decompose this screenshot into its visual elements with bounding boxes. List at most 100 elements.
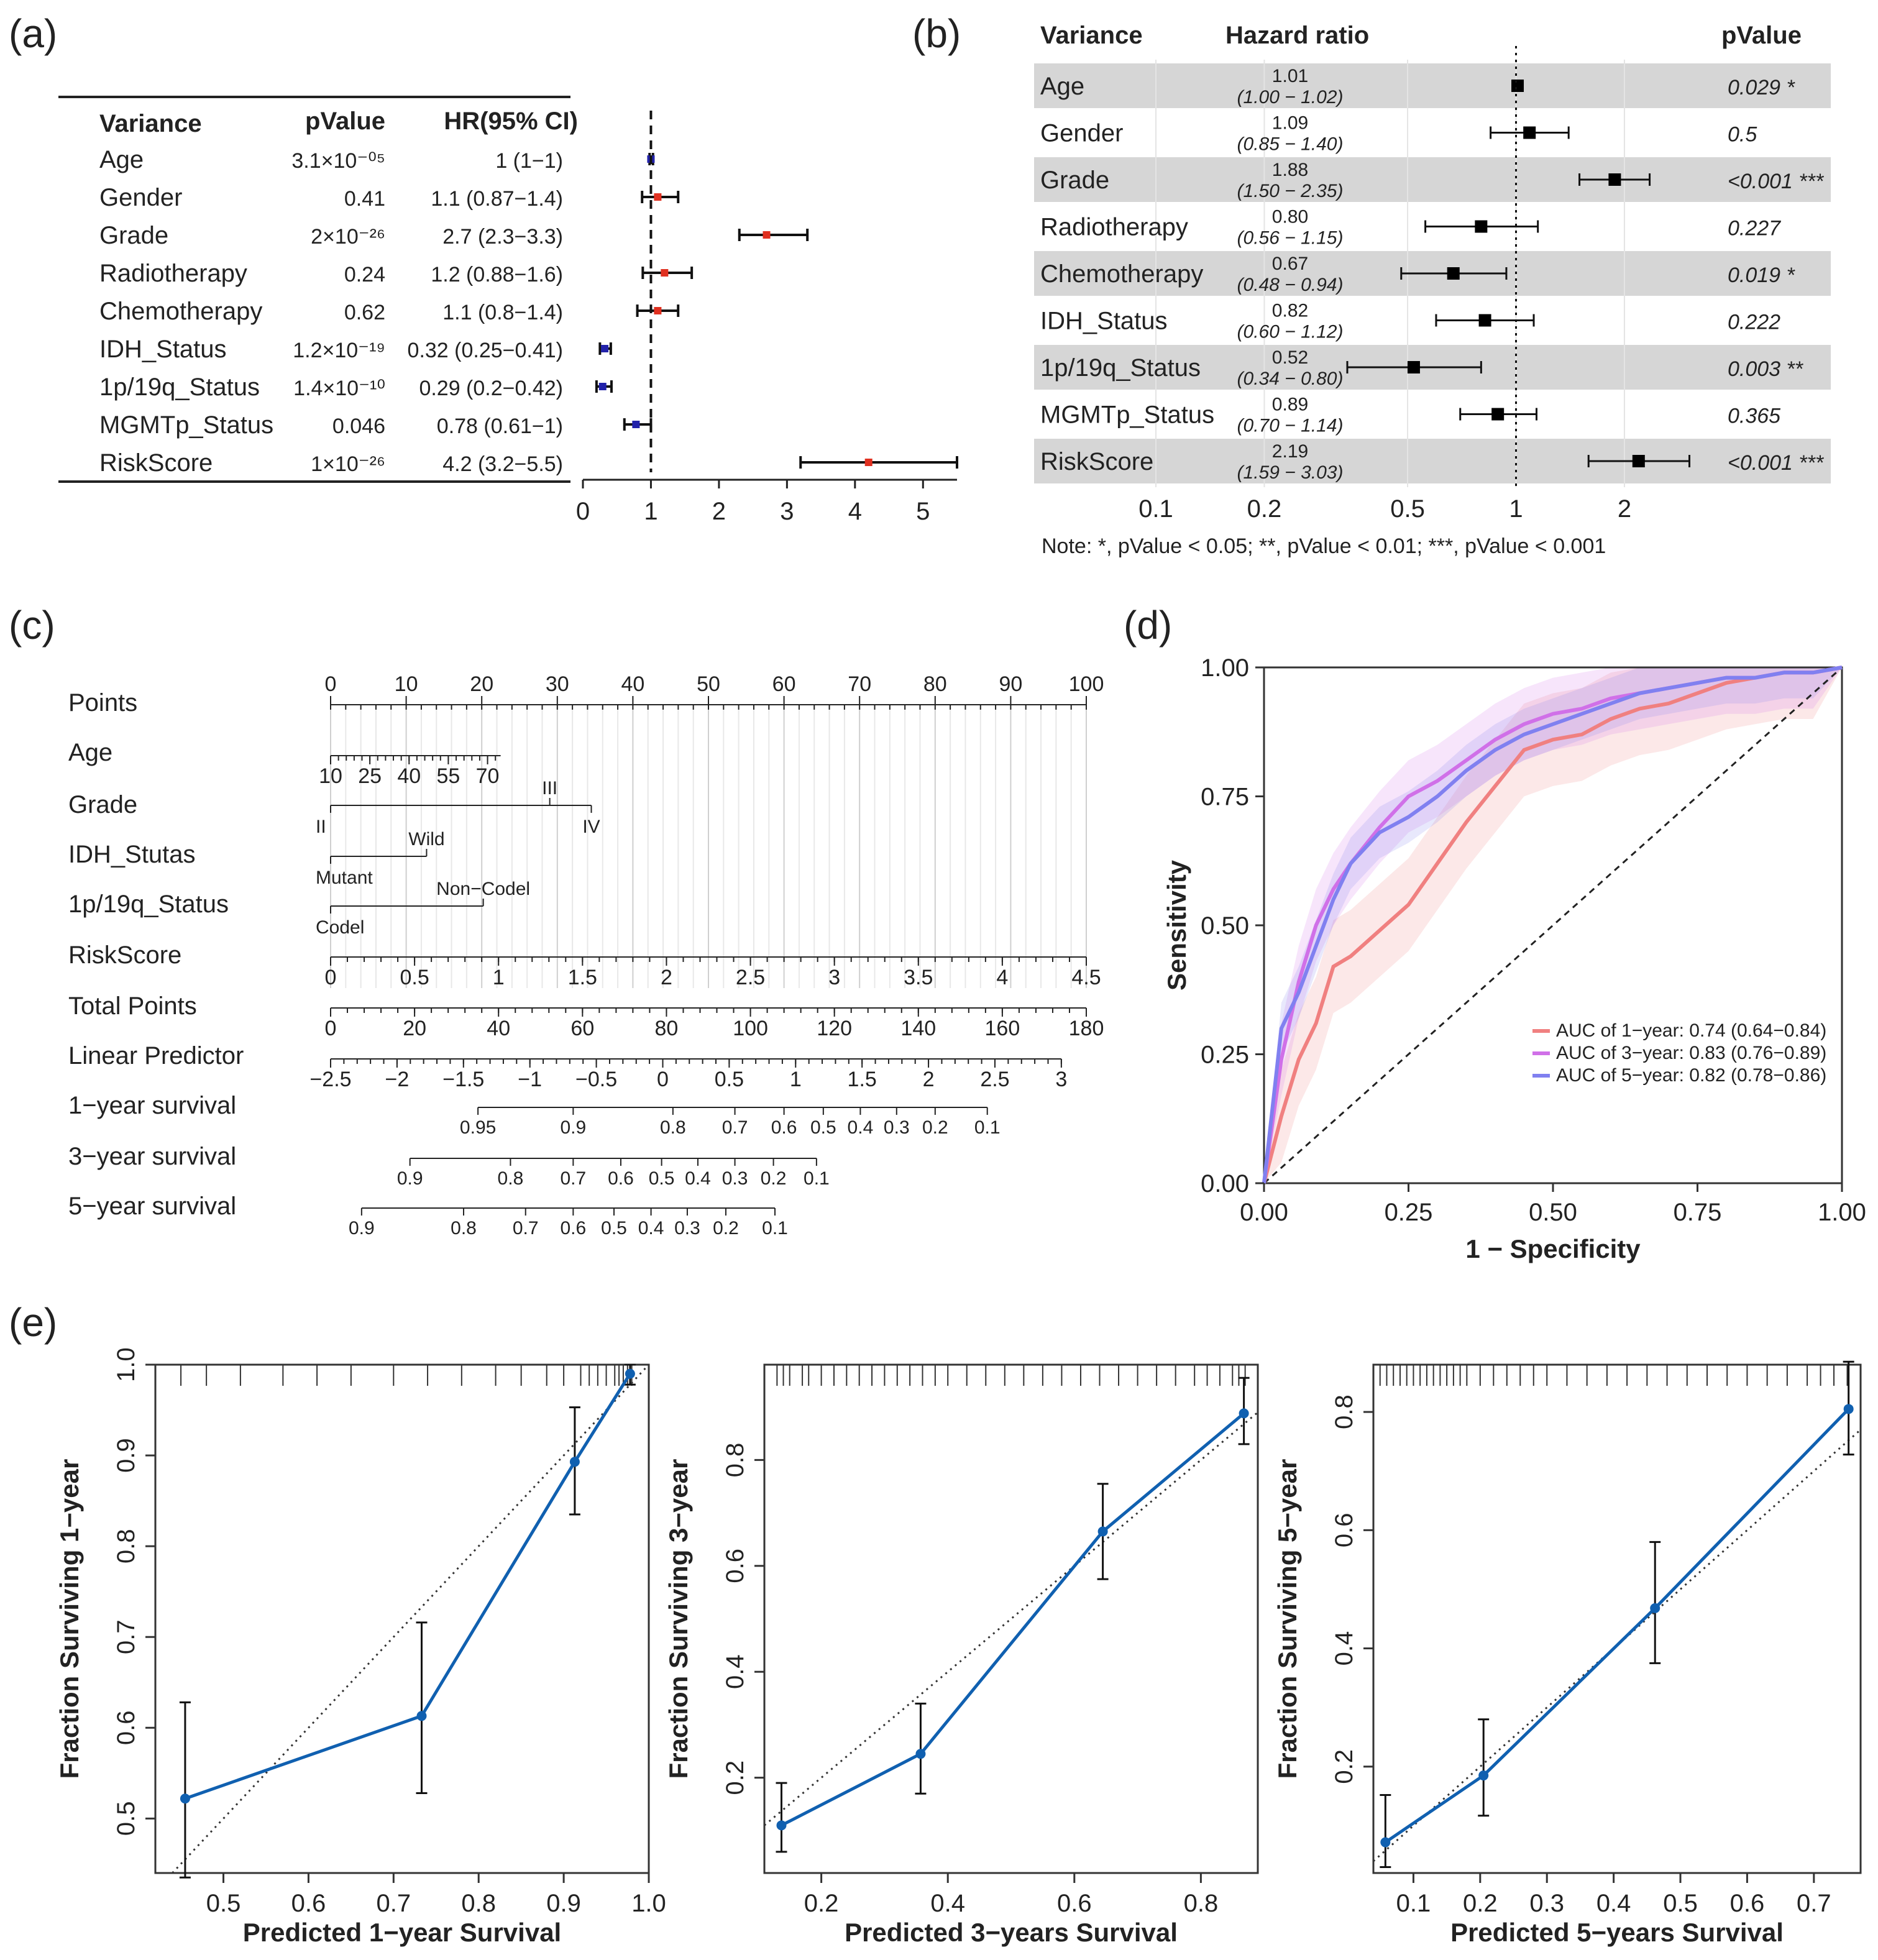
row-name: IDH_Stutas: [68, 841, 196, 868]
row-name: RiskScore: [68, 941, 181, 969]
legend-label: AUC of 3−year: 0.83 (0.76−0.89): [1556, 1043, 1826, 1063]
survival-tick-label: 0.1: [804, 1168, 830, 1189]
row-ci-text: (0.85 − 1.40): [1237, 134, 1344, 155]
axis-tick-label: 1: [790, 1068, 802, 1091]
row-pvalue: 0.003 **: [1728, 357, 1804, 381]
x-tick-label: 1: [644, 498, 657, 525]
axis-tick-label: 20: [470, 672, 493, 696]
hr-point: [1632, 455, 1645, 467]
row-name: 1−year survival: [68, 1092, 236, 1119]
row-ci-text: (0.48 − 0.94): [1237, 275, 1344, 295]
axis-tick-label: 25: [358, 764, 382, 788]
row-hr-text: 0.67: [1272, 254, 1308, 274]
y-tick-label: 0.8: [112, 1529, 140, 1564]
calibration-point: [1097, 1526, 1108, 1537]
survival-tick-label: 0.6: [771, 1117, 797, 1138]
row-hr-text: 1.1 (0.8−1.4): [442, 301, 563, 324]
row-hr-text: 0.80: [1272, 207, 1308, 227]
x-tick-label: 0.7: [1797, 1890, 1831, 1917]
x-tick-label: 0.6: [1730, 1890, 1765, 1917]
row-ci-text: (1.00 − 1.02): [1237, 87, 1344, 108]
hr-point: [1407, 361, 1420, 373]
level-label: Wild: [408, 829, 444, 849]
row-name: Chemotherapy: [1040, 260, 1203, 288]
row-name: Points: [68, 689, 137, 717]
axis-tick-label: 60: [570, 1017, 594, 1040]
row-hr-text: 4.2 (3.2−5.5): [442, 452, 563, 476]
x-tick-label: 0.8: [461, 1890, 496, 1917]
calibration-point: [180, 1793, 190, 1804]
row-name: Age: [1040, 73, 1084, 100]
calibration-point: [625, 1368, 635, 1379]
row-name: Chemotherapy: [99, 298, 262, 325]
ideal-line: [172, 1363, 650, 1874]
row-ci-text: (0.34 − 0.80): [1237, 369, 1344, 389]
x-tick-label: 2: [1618, 495, 1631, 523]
row-hr-text: 2.19: [1272, 441, 1308, 462]
row-ci-text: (1.59 − 3.03): [1237, 462, 1344, 483]
survival-tick-label: 0.2: [713, 1218, 739, 1239]
row-name: 5−year survival: [68, 1193, 236, 1220]
y-tick-label: 0.5: [112, 1802, 140, 1836]
axis-tick-label: 30: [546, 672, 569, 696]
row-name: Grade: [68, 791, 137, 818]
legend-label: AUC of 1−year: 0.74 (0.64−0.84): [1556, 1020, 1826, 1041]
y-tick-label: 0.00: [1201, 1170, 1249, 1198]
header-hr: HR(95% CI): [444, 108, 578, 135]
axis-tick-label: −1.5: [442, 1068, 484, 1091]
x-tick-label: 3: [780, 498, 794, 525]
row-hr-text: 1.1 (0.87−1.4): [431, 187, 563, 211]
panel-label-1: (b): [912, 11, 961, 56]
row-hr-text: 0.89: [1272, 395, 1308, 415]
axis-tick-label: 50: [697, 672, 720, 696]
survival-tick-label: 0.6: [608, 1168, 634, 1189]
header-variance: Variance: [99, 110, 202, 137]
axis-tick-label: 80: [655, 1017, 679, 1040]
survival-tick-label: 0.4: [848, 1117, 874, 1138]
x-tick-label: 0.1: [1396, 1890, 1431, 1917]
calibration-plot-e3: 0.1 0.2 0.3 0.4 0.5 0.6 0.7 0.2 0.4 0.6 0.8 Predict…: [1273, 1360, 1862, 1947]
hr-point: [1608, 173, 1621, 186]
survival-tick-label: 0.8: [660, 1117, 686, 1138]
plot-frame: [154, 1363, 650, 1874]
axis-tick-label: 100: [733, 1017, 768, 1040]
y-tick-label: 0.75: [1201, 784, 1249, 811]
x-tick-label: 0.5: [206, 1890, 241, 1917]
row-pvalue: 0.222: [1728, 311, 1780, 334]
row-name: Grade: [99, 222, 168, 249]
x-tick-label: 0.7: [377, 1890, 411, 1917]
axis-tick-label: 70: [476, 764, 500, 788]
row-pvalue: 1.2×10⁻¹⁹: [293, 339, 385, 362]
row-name: IDH_Status: [99, 336, 227, 363]
axis-tick-label: 60: [772, 672, 796, 696]
hr-point: [661, 269, 669, 277]
axis-tick-label: 3: [828, 966, 840, 989]
row-hr-text: 0.78 (0.61−1): [437, 414, 563, 438]
row-hr-text: 1.88: [1272, 160, 1308, 180]
level-label: Mutant: [316, 868, 373, 888]
axis-tick-label: 20: [403, 1017, 426, 1040]
row-hr-text: 1 (1−1): [495, 149, 563, 173]
header-hr: Hazard ratio: [1225, 22, 1369, 49]
x-axis-label: 1 − Specificity: [1465, 1234, 1641, 1263]
axis-tick-label: 40: [397, 764, 421, 788]
survival-tick-label: 0.1: [762, 1218, 788, 1239]
survival-tick-label: 0.5: [601, 1218, 627, 1239]
row-name: Radiotherapy: [99, 260, 247, 287]
y-tick-label: 0.4: [1331, 1631, 1358, 1666]
x-tick-label: 0.25: [1385, 1199, 1433, 1226]
y-tick-label: 1.00: [1201, 654, 1249, 682]
row-ci-text: (1.50 − 2.35): [1237, 181, 1344, 201]
axis-tick-label: 3: [1055, 1068, 1067, 1091]
row-name: Age: [99, 146, 144, 173]
row-hr-text: 0.52: [1272, 347, 1308, 368]
row-name: 1p/19q_Status: [99, 373, 260, 401]
hr-point: [864, 459, 873, 466]
axis-tick-label: 1: [493, 966, 505, 989]
axis-tick-label: 3.5: [904, 966, 933, 989]
survival-tick-label: 0.3: [884, 1117, 910, 1138]
axis-tick-label: 4.5: [1071, 966, 1101, 989]
y-tick-label: 0.2: [1331, 1749, 1358, 1784]
survival-tick-label: 0.7: [722, 1117, 748, 1138]
